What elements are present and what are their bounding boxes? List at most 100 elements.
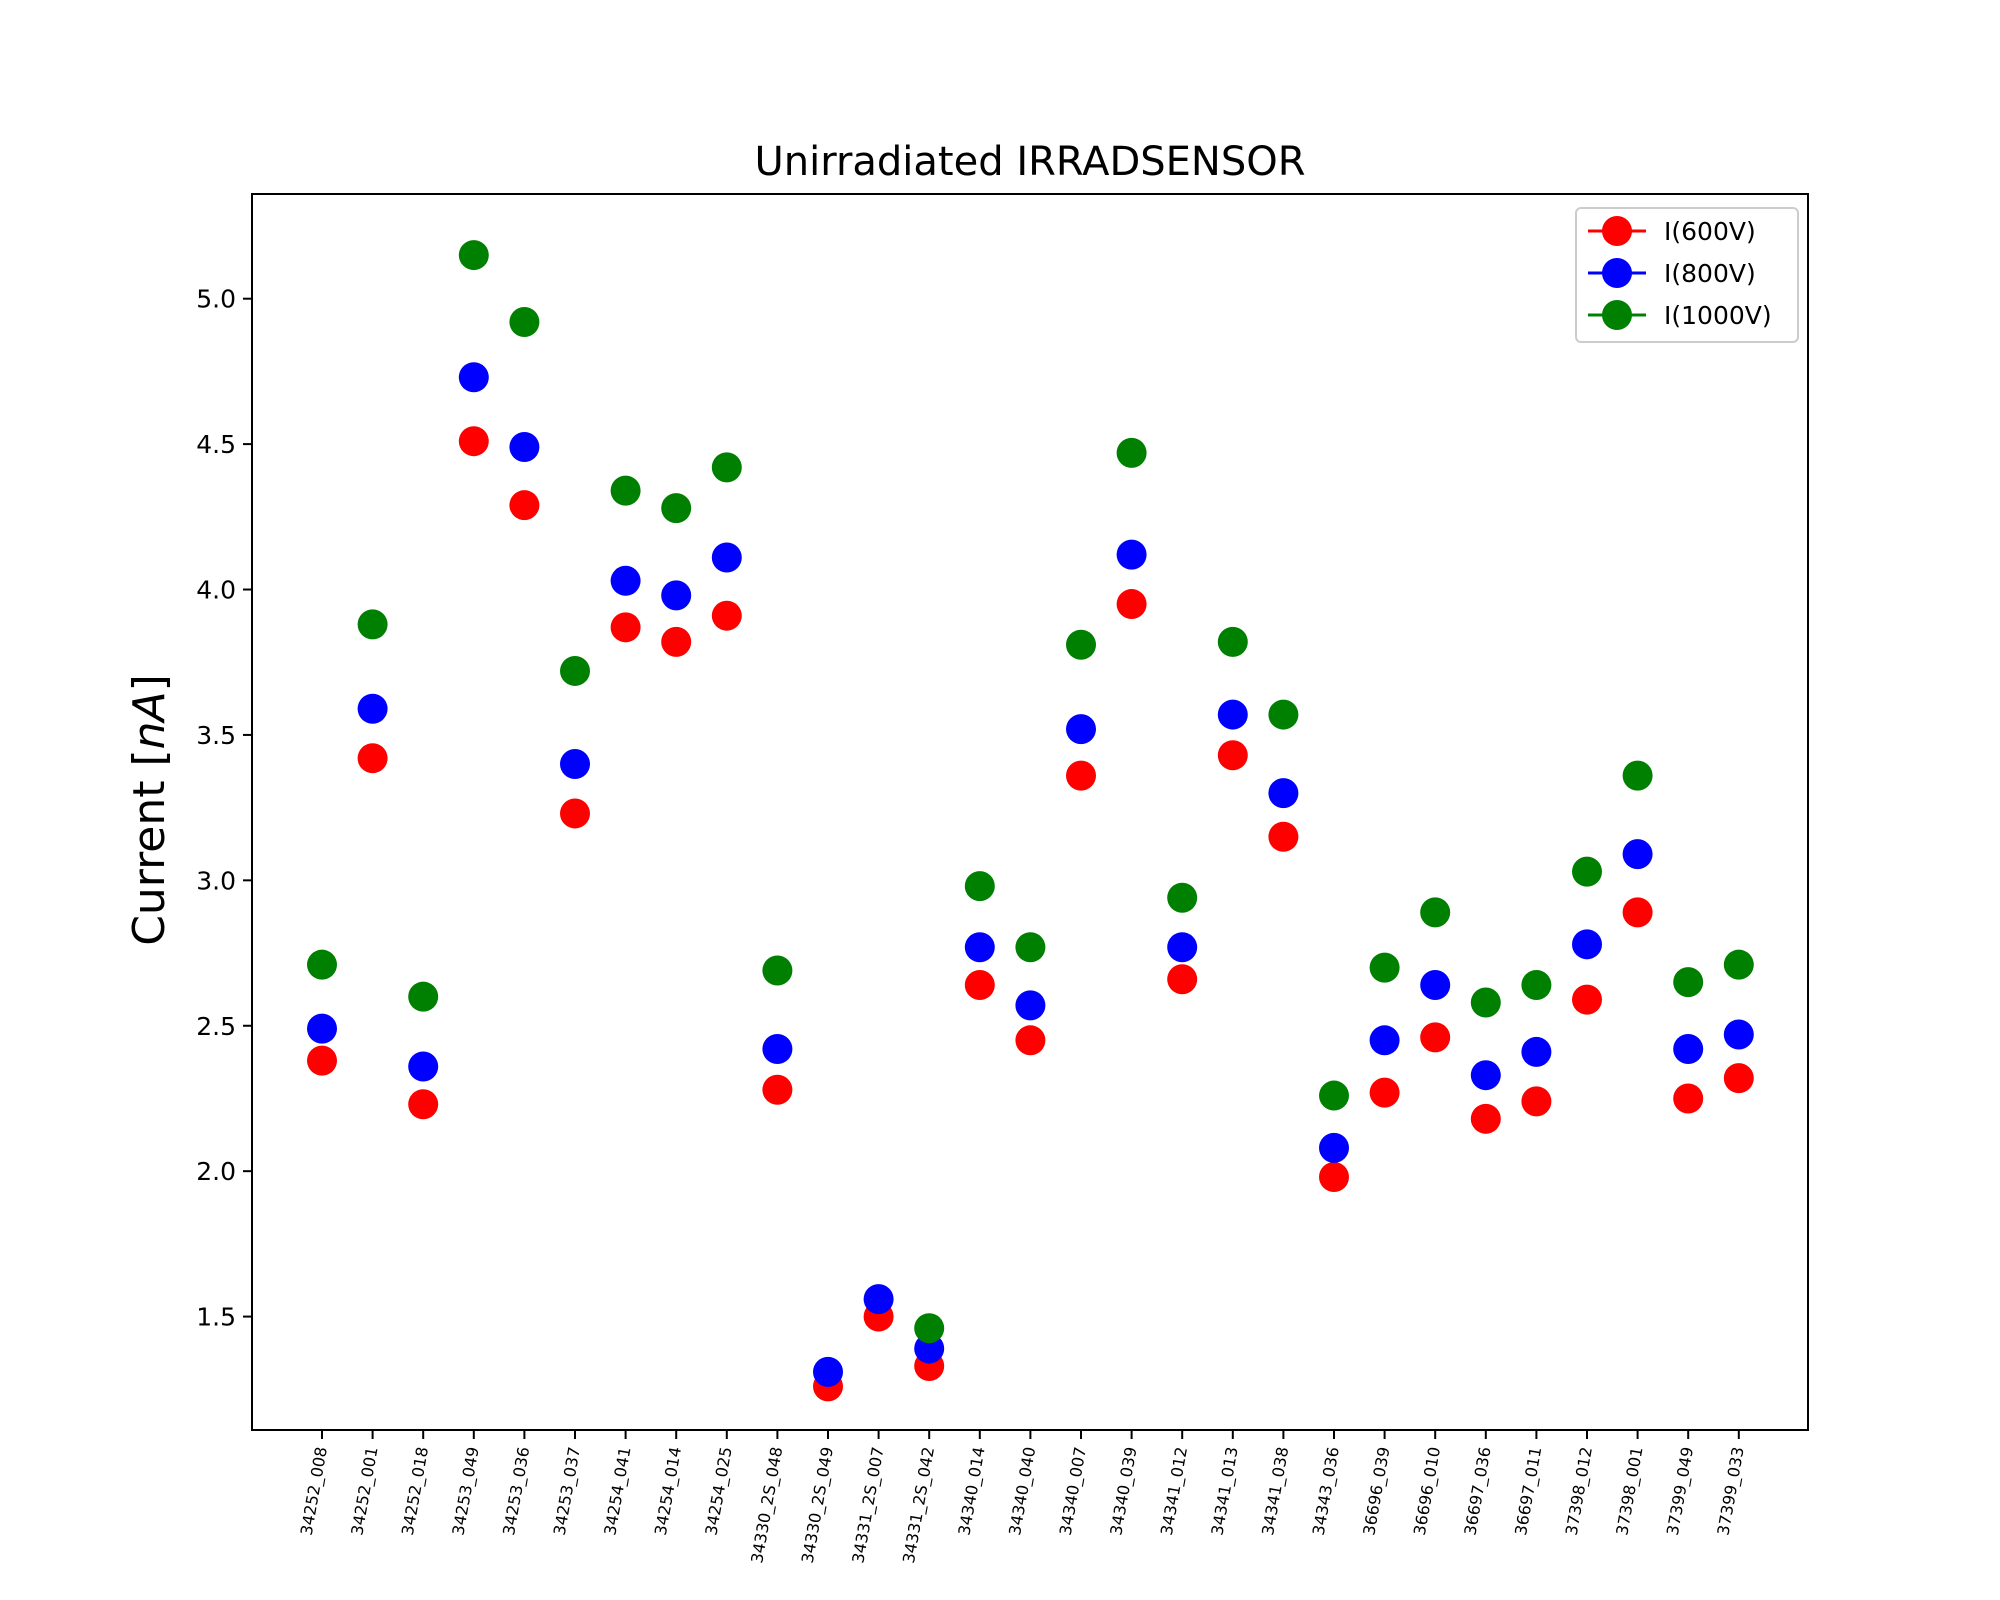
- legend-label: I(1000V): [1664, 301, 1772, 330]
- legend: I(600V) I(800V) I(1000V): [1575, 207, 1799, 343]
- data-point-i800v: [509, 432, 540, 463]
- data-points: [307, 240, 1754, 1402]
- data-point-i600v: [610, 612, 641, 643]
- data-point-i800v: [1521, 1036, 1552, 1067]
- legend-marker: [1602, 216, 1632, 246]
- data-point-i1000v: [711, 452, 742, 483]
- legend-box: [1575, 207, 1799, 343]
- data-point-i1000v: [914, 1313, 945, 1344]
- plot-frame: [251, 193, 1809, 1431]
- data-point-i800v: [1319, 1132, 1349, 1163]
- data-point-i800v: [1622, 839, 1653, 870]
- y-tick-label: 2.5: [196, 1012, 236, 1041]
- data-point-i600v: [1116, 589, 1147, 620]
- data-point-i1000v: [1217, 626, 1248, 657]
- data-point-i1000v: [458, 240, 489, 271]
- y-axis-label-main: Current [: [124, 749, 175, 945]
- data-point-i600v: [1420, 1022, 1451, 1053]
- data-point-i800v: [762, 1034, 793, 1065]
- data-point-i600v: [762, 1074, 793, 1105]
- data-point-i1000v: [1116, 437, 1147, 468]
- data-point-i800v: [610, 565, 641, 596]
- data-point-i600v: [560, 798, 590, 829]
- data-point-i1000v: [1066, 629, 1096, 660]
- data-point-i800v: [458, 362, 489, 393]
- y-tick-label: 2.0: [196, 1157, 236, 1186]
- data-point-i1000v: [1319, 1080, 1349, 1111]
- data-point-i800v: [307, 1013, 337, 1044]
- data-point-i800v: [560, 749, 590, 780]
- legend-marker: [1602, 258, 1632, 288]
- y-axis-ticks: 1.5 2.0 2.5 3.0 3.5 4.0 4.5 5.0: [196, 285, 252, 1332]
- data-point-i600v: [1066, 760, 1096, 791]
- y-tick-label: 4.0: [196, 576, 236, 605]
- legend-label: I(600V): [1664, 217, 1756, 246]
- data-point-i800v: [1723, 1019, 1754, 1050]
- data-point-i1000v: [408, 981, 439, 1012]
- data-point-i800v: [1167, 932, 1198, 963]
- data-point-i800v: [1673, 1034, 1704, 1065]
- data-point-i800v: [863, 1284, 894, 1315]
- y-tick-label: 3.5: [196, 721, 236, 750]
- data-point-i600v: [1319, 1161, 1349, 1192]
- data-point-i1000v: [661, 493, 692, 524]
- data-point-i1000v: [762, 955, 793, 986]
- data-point-i600v: [661, 626, 692, 657]
- data-point-i1000v: [509, 306, 540, 337]
- y-axis-label: Current [nA]: [124, 674, 175, 946]
- data-point-i1000v: [1572, 856, 1602, 887]
- data-point-i1000v: [1723, 949, 1754, 980]
- data-point-i800v: [661, 580, 692, 611]
- data-point-i1000v: [964, 871, 995, 902]
- data-point-i800v: [1066, 714, 1096, 745]
- data-point-i1000v: [1521, 970, 1552, 1001]
- data-point-i800v: [1217, 699, 1248, 730]
- data-point-i600v: [1167, 964, 1198, 995]
- y-tick-label: 4.5: [196, 430, 236, 459]
- data-point-i600v: [1369, 1077, 1400, 1108]
- data-point-i800v: [1420, 970, 1451, 1001]
- legend-marker: [1602, 300, 1632, 330]
- data-point-i800v: [357, 693, 388, 724]
- data-point-i600v: [1015, 1025, 1046, 1056]
- data-point-i600v: [307, 1045, 337, 1076]
- data-point-i800v: [408, 1051, 439, 1082]
- data-point-i1000v: [1470, 987, 1501, 1018]
- data-point-i1000v: [610, 475, 641, 506]
- y-axis-label-unit: nA: [124, 691, 175, 749]
- y-axis-label-close: ]: [124, 674, 175, 691]
- data-point-i600v: [1268, 821, 1299, 852]
- data-point-i1000v: [1015, 932, 1046, 963]
- data-point-i1000v: [560, 655, 590, 686]
- data-point-i800v: [1268, 778, 1299, 809]
- legend-label: I(800V): [1664, 259, 1756, 288]
- data-point-i800v: [964, 932, 995, 963]
- chart-title: Unirradiated IRRADSENSOR: [754, 139, 1305, 185]
- data-point-i1000v: [307, 949, 337, 980]
- data-point-i600v: [357, 743, 388, 774]
- data-point-i800v: [1116, 539, 1147, 570]
- data-point-i600v: [1622, 897, 1653, 928]
- data-point-i1000v: [1420, 897, 1451, 928]
- data-point-i600v: [1723, 1063, 1754, 1094]
- data-point-i600v: [408, 1089, 439, 1120]
- data-point-i600v: [1673, 1083, 1704, 1114]
- y-tick-label: 3.0: [196, 866, 236, 895]
- data-point-i1000v: [1369, 952, 1400, 983]
- data-point-i800v: [1015, 990, 1046, 1021]
- data-point-i1000v: [1268, 699, 1299, 730]
- data-point-i600v: [1521, 1086, 1552, 1117]
- data-point-i600v: [711, 600, 742, 631]
- data-point-i600v: [509, 490, 540, 521]
- data-point-i600v: [458, 426, 489, 457]
- data-point-i800v: [1572, 929, 1602, 960]
- data-point-i800v: [1369, 1025, 1400, 1056]
- data-point-i600v: [1470, 1103, 1501, 1134]
- data-point-i1000v: [1167, 882, 1198, 913]
- data-point-i1000v: [1622, 760, 1653, 791]
- y-tick-label: 1.5: [196, 1303, 236, 1332]
- data-point-i600v: [964, 970, 995, 1001]
- data-point-i800v: [711, 542, 742, 573]
- data-point-i1000v: [1673, 967, 1704, 998]
